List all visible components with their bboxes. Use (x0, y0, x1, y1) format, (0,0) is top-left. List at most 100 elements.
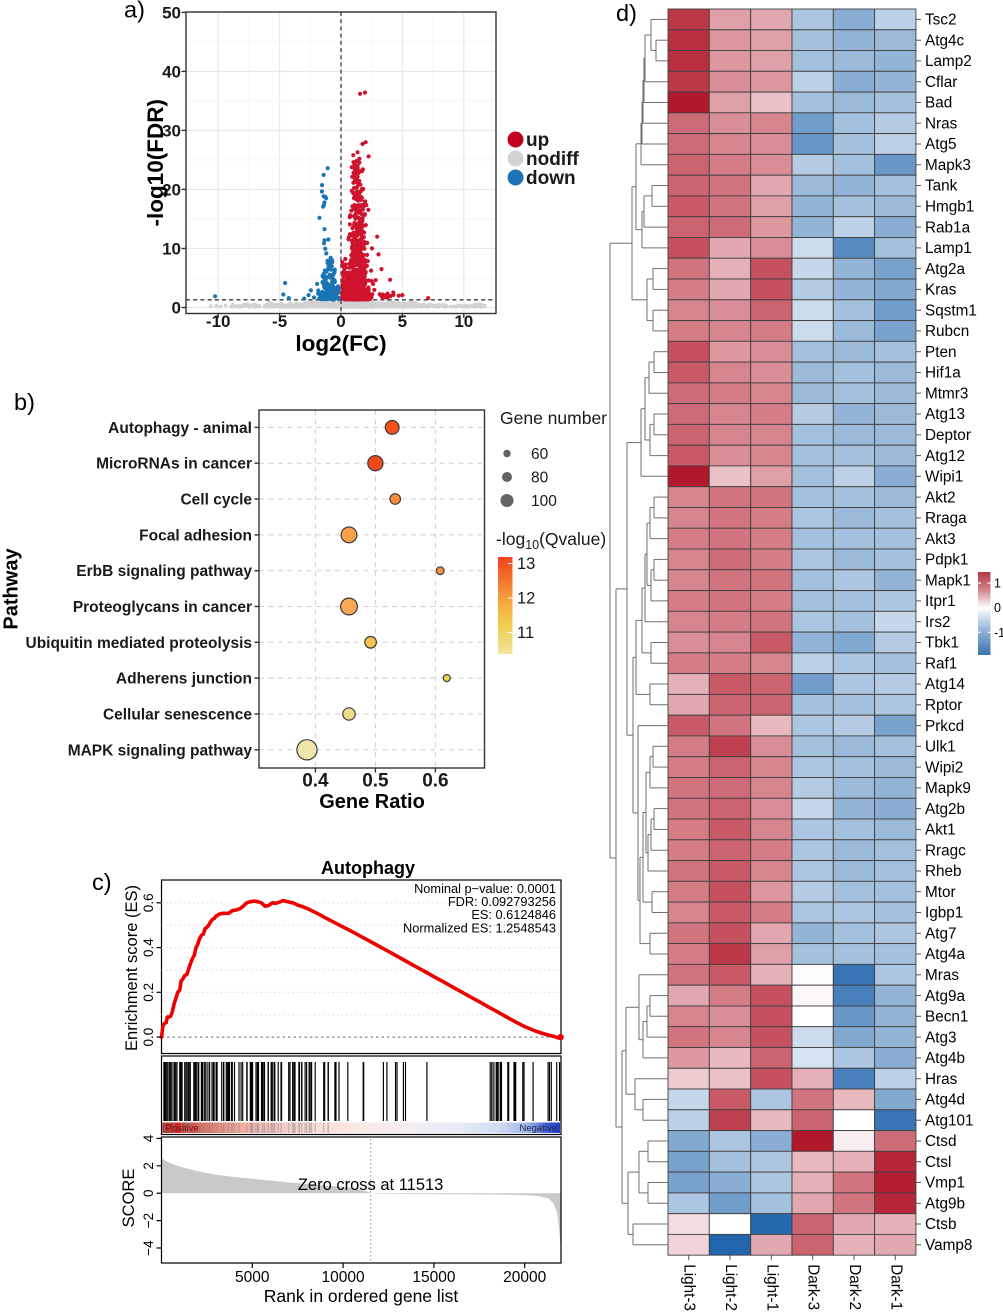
svg-text:Proteoglycans in cancer: Proteoglycans in cancer (73, 599, 252, 616)
svg-text:Tank: Tank (925, 178, 958, 195)
svg-text:Raf1: Raf1 (925, 656, 957, 673)
svg-text:Hif1a: Hif1a (925, 365, 961, 382)
svg-text:10000: 10000 (322, 1269, 365, 1286)
svg-text:0.4: 0.4 (302, 771, 329, 792)
svg-text:MicroRNAs in cancer: MicroRNAs in cancer (96, 456, 252, 473)
svg-text:ES: 0.6124846: ES: 0.6124846 (471, 907, 556, 922)
svg-text:Rank in ordered gene list: Rank in ordered gene list (264, 1286, 459, 1306)
svg-text:Hras: Hras (925, 1071, 958, 1088)
svg-text:Atg5: Atg5 (925, 136, 956, 153)
svg-text:Ctsb: Ctsb (925, 1216, 956, 1233)
svg-text:Wipi2: Wipi2 (925, 759, 963, 776)
svg-text:a): a) (124, 0, 145, 23)
svg-text:20: 20 (162, 180, 181, 199)
svg-text:Nras: Nras (925, 115, 958, 132)
svg-text:11: 11 (517, 624, 534, 642)
svg-text:10: 10 (162, 240, 181, 259)
svg-text:Atg101: Atg101 (925, 1112, 973, 1129)
svg-text:0: 0 (336, 312, 345, 331)
svg-text:Rubcn: Rubcn (925, 323, 969, 340)
svg-text:-1: -1 (994, 626, 1003, 640)
svg-text:Vamp8: Vamp8 (925, 1237, 972, 1254)
svg-text:Atg2b: Atg2b (925, 801, 965, 818)
svg-text:-10: -10 (206, 312, 231, 331)
svg-text:Cellular senescence: Cellular senescence (103, 707, 252, 724)
svg-text:Ctsd: Ctsd (925, 1133, 956, 1150)
svg-text:60: 60 (531, 446, 549, 463)
svg-text:12: 12 (517, 590, 535, 608)
svg-text:5000: 5000 (235, 1269, 270, 1286)
svg-text:Mapk3: Mapk3 (925, 157, 971, 174)
svg-text:-log10(FDR): -log10(FDR) (143, 99, 168, 227)
svg-text:d): d) (616, 0, 637, 26)
svg-text:Atg4a: Atg4a (925, 946, 965, 963)
svg-text:Positive: Positive (166, 1123, 199, 1134)
svg-text:Rab1a: Rab1a (925, 219, 971, 236)
svg-text:0.6: 0.6 (422, 771, 448, 792)
svg-text:Sqstm1: Sqstm1 (925, 302, 977, 319)
svg-text:1: 1 (994, 577, 1001, 591)
svg-text:Becn1: Becn1 (925, 1009, 968, 1026)
svg-text:Vmp1: Vmp1 (925, 1175, 965, 1192)
svg-text:Atg9a: Atg9a (925, 988, 965, 1005)
svg-text:Akt2: Akt2 (925, 489, 956, 506)
svg-text:Atg2a: Atg2a (925, 261, 965, 278)
svg-text:Mapk9: Mapk9 (925, 780, 971, 797)
svg-text:Light-2: Light-2 (722, 1264, 739, 1311)
svg-text:Dark-1: Dark-1 (887, 1264, 904, 1310)
svg-text:0: 0 (172, 299, 181, 318)
svg-text:Rragc: Rragc (925, 842, 966, 859)
svg-text:Ctsl: Ctsl (925, 1154, 951, 1171)
svg-text:down: down (526, 168, 576, 189)
svg-text:Atg4d: Atg4d (925, 1092, 965, 1109)
svg-text:Atg4b: Atg4b (925, 1050, 965, 1067)
svg-text:Lamp2: Lamp2 (925, 53, 972, 70)
svg-text:50: 50 (162, 3, 181, 22)
svg-text:4: 4 (141, 1134, 156, 1142)
svg-text:Gene Ratio: Gene Ratio (319, 791, 425, 813)
svg-text:Irs2: Irs2 (925, 614, 951, 631)
svg-text:Atg3: Atg3 (925, 1029, 956, 1046)
svg-text:Tbk1: Tbk1 (925, 635, 959, 652)
svg-text:up: up (526, 130, 549, 151)
svg-text:0.2: 0.2 (141, 983, 156, 1002)
svg-text:Mtmr3: Mtmr3 (925, 385, 968, 402)
svg-text:Enrichment score (ES): Enrichment score (ES) (123, 885, 141, 1051)
svg-text:0.5: 0.5 (362, 771, 389, 792)
svg-text:FDR: 0.092793256: FDR: 0.092793256 (448, 894, 556, 909)
svg-text:2: 2 (141, 1162, 156, 1170)
svg-text:Negative: Negative (520, 1123, 558, 1134)
svg-text:Deptor: Deptor (925, 427, 971, 444)
svg-text:0.6: 0.6 (141, 893, 156, 912)
svg-text:Atg4c: Atg4c (925, 32, 964, 49)
svg-text:Akt3: Akt3 (925, 531, 956, 548)
svg-text:Light-3: Light-3 (681, 1264, 698, 1311)
svg-text:Mras: Mras (925, 967, 959, 984)
svg-text:Cell cycle: Cell cycle (180, 492, 252, 509)
svg-text:5: 5 (398, 312, 407, 331)
svg-text:Nominal p−value: 0.0001: Nominal p−value: 0.0001 (414, 881, 556, 896)
svg-text:c): c) (92, 869, 112, 895)
svg-text:Pathway: Pathway (1, 548, 23, 630)
svg-text:10: 10 (454, 312, 473, 331)
svg-text:13: 13 (517, 555, 535, 573)
svg-text:Itpr1: Itpr1 (925, 593, 956, 610)
svg-text:Igbp1: Igbp1 (925, 905, 963, 922)
svg-text:MAPK signaling pathway: MAPK signaling pathway (68, 742, 253, 759)
svg-text:nodiff: nodiff (526, 149, 579, 170)
svg-text:0: 0 (141, 1189, 156, 1197)
svg-text:Dark-2: Dark-2 (846, 1264, 863, 1310)
svg-text:30: 30 (162, 121, 181, 140)
svg-text:Mapk1: Mapk1 (925, 572, 971, 589)
svg-text:0.0: 0.0 (141, 1028, 156, 1047)
svg-text:log2(FC): log2(FC) (295, 331, 386, 356)
svg-text:−4: −4 (141, 1240, 156, 1256)
svg-text:Ubiquitin mediated proteolysis: Ubiquitin mediated proteolysis (26, 635, 253, 652)
svg-text:20000: 20000 (503, 1269, 546, 1286)
svg-text:Zero cross at 11513: Zero cross at 11513 (298, 1176, 444, 1194)
svg-text:Atg13: Atg13 (925, 406, 965, 423)
svg-text:Autophagy - animal: Autophagy - animal (108, 420, 252, 437)
svg-text:0: 0 (994, 601, 1001, 615)
svg-text:Ulk1: Ulk1 (925, 739, 956, 756)
svg-text:Cflar: Cflar (925, 74, 957, 91)
